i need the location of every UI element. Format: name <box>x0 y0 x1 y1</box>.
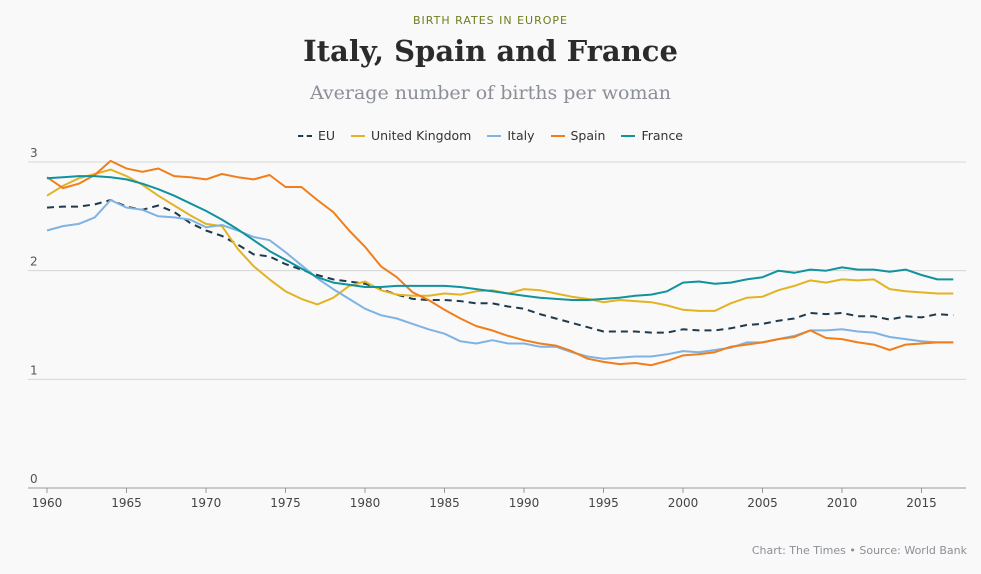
x-tick-label: 2000 <box>668 496 699 510</box>
y-tick-label: 2 <box>30 255 38 269</box>
x-tick-label: 1965 <box>111 496 142 510</box>
x-tick-label: 2005 <box>747 496 778 510</box>
legend-item-italy: Italy <box>487 128 535 143</box>
x-tick-label: 1970 <box>191 496 222 510</box>
legend-item-france: France <box>621 128 683 143</box>
x-tick-label: 1990 <box>509 496 540 510</box>
x-tick-label: 2010 <box>827 496 858 510</box>
chart-title: Italy, Spain and France <box>303 34 678 68</box>
legend-label: United Kingdom <box>371 128 472 143</box>
x-tick-label: 1980 <box>350 496 381 510</box>
x-tick-label: 2015 <box>906 496 937 510</box>
y-tick-label: 1 <box>30 363 38 377</box>
legend-swatch <box>297 134 312 137</box>
x-tick-label: 1995 <box>588 496 619 510</box>
series-line-eu <box>46 199 954 334</box>
legend-label: EU <box>317 128 336 143</box>
legend-item-uk: United Kingdom <box>351 128 471 143</box>
legend-item-spain: Spain <box>550 128 606 143</box>
legend-label: France <box>641 128 684 143</box>
chart-kicker: BIRTH RATES IN EUROPE <box>413 14 568 27</box>
legend-item-eu: EU <box>297 128 336 143</box>
series-line-france <box>46 175 954 301</box>
legend-label: Italy <box>507 128 535 143</box>
series-line-united-kingdom <box>46 168 954 312</box>
y-tick-label: 3 <box>30 146 38 160</box>
x-tick-label: 1975 <box>270 496 301 510</box>
x-tick-label: 1985 <box>429 496 460 510</box>
series-line-spain <box>46 159 954 367</box>
legend-swatch <box>621 134 636 137</box>
source-note: Chart: The Times • Source: World Bank <box>751 544 967 557</box>
legend-swatch <box>351 134 366 137</box>
y-tick-label: 0 <box>30 472 38 486</box>
legend: EU United Kingdom Italy Spain France <box>0 128 981 143</box>
chart-subtitle: Average number of births per woman <box>309 82 672 104</box>
legend-label: Spain <box>570 128 606 143</box>
legend-swatch <box>487 134 502 137</box>
x-tick-label: 1960 <box>32 496 63 510</box>
legend-swatch <box>550 134 565 137</box>
